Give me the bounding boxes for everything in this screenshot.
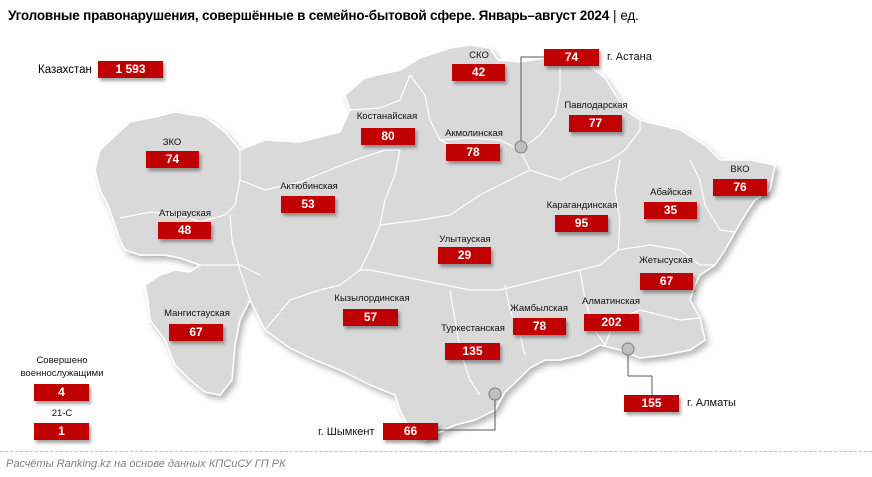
city-label-astana: г. Астана (607, 51, 652, 63)
title-separator: | (613, 8, 617, 23)
region-borders (119, 65, 736, 396)
city-value-shymkent: 66 (383, 423, 438, 440)
region-label-zhetysu: Жетысуская (639, 255, 693, 266)
astana-marker (514, 56, 544, 154)
region-label-zhambyl: Жамбылская (510, 303, 568, 314)
military-value: 4 (34, 384, 89, 401)
city-label-shymkent: г. Шымкент (318, 426, 375, 438)
chart-title: Уголовные правонарушения, совершённые в … (8, 8, 639, 23)
region-label-almaty-region: Алматинская (582, 296, 640, 307)
source-note: Расчёты Ranking.kz на основе данных КПСи… (6, 458, 286, 470)
region-value-zhambyl: 78 (513, 318, 566, 335)
region-label-kyzylorda: Кызылординская (334, 293, 410, 304)
total-value: 1 593 (98, 61, 163, 78)
city-value-astana: 74 (544, 49, 599, 66)
region-label-aktobe: Актюбинская (280, 181, 338, 192)
military-label-line1: Совершено (36, 355, 88, 366)
region-label-mangystau: Мангистауская (164, 308, 230, 319)
region-value-mangystau: 67 (169, 324, 223, 341)
region-value-abai: 35 (644, 202, 697, 219)
military-label: Совершено военнослужащими (20, 354, 103, 380)
region-value-aktobe: 53 (281, 196, 335, 213)
region-label-karaganda: Карагандинская (546, 200, 618, 211)
city-label-almaty: г. Алматы (687, 397, 736, 409)
footer-divider (0, 451, 872, 452)
region-value-vko: 76 (713, 179, 767, 196)
region-value-zhetysu: 67 (640, 273, 693, 290)
shymkent-marker (438, 387, 502, 431)
region-label-kostanay: Костанайская (356, 111, 418, 122)
region-value-almaty-region: 202 (584, 314, 639, 331)
almaty-marker (621, 342, 653, 395)
region-label-pavlodar: Павлодарская (564, 100, 628, 111)
region-value-karaganda: 95 (555, 215, 608, 232)
military-label-line2: военнослужащими (20, 368, 104, 379)
total-label: Казахстан (38, 64, 92, 76)
region-value-kostanay: 80 (361, 128, 415, 145)
region-value-kyzylorda: 57 (343, 309, 398, 326)
city-value-almaty: 155 (624, 395, 679, 412)
21s-label: 21-С (51, 408, 73, 419)
region-value-zko: 74 (146, 151, 199, 168)
region-label-abai: Абайская (650, 187, 692, 198)
region-value-pavlodar: 77 (569, 115, 622, 132)
region-value-atyrau: 48 (158, 222, 211, 239)
region-label-turkestan: Туркестанская (441, 323, 505, 334)
region-label-sko: СКО (469, 50, 489, 61)
title-text: Уголовные правонарушения, совершённые в … (8, 8, 610, 23)
region-label-zko: ЗКО (162, 137, 182, 148)
21s-value: 1 (34, 423, 89, 440)
region-label-ulytau: Улытауская (439, 234, 491, 245)
map-outline (94, 44, 776, 441)
region-label-vko: ВКО (730, 164, 750, 175)
region-label-atyrau: Атырауская (159, 208, 211, 219)
region-value-turkestan: 135 (445, 343, 500, 360)
region-label-akmola: Акмолинская (445, 128, 503, 139)
region-value-ulytau: 29 (438, 247, 491, 264)
region-value-akmola: 78 (446, 144, 500, 161)
title-unit: ед. (620, 8, 639, 23)
region-value-sko: 42 (452, 64, 505, 81)
